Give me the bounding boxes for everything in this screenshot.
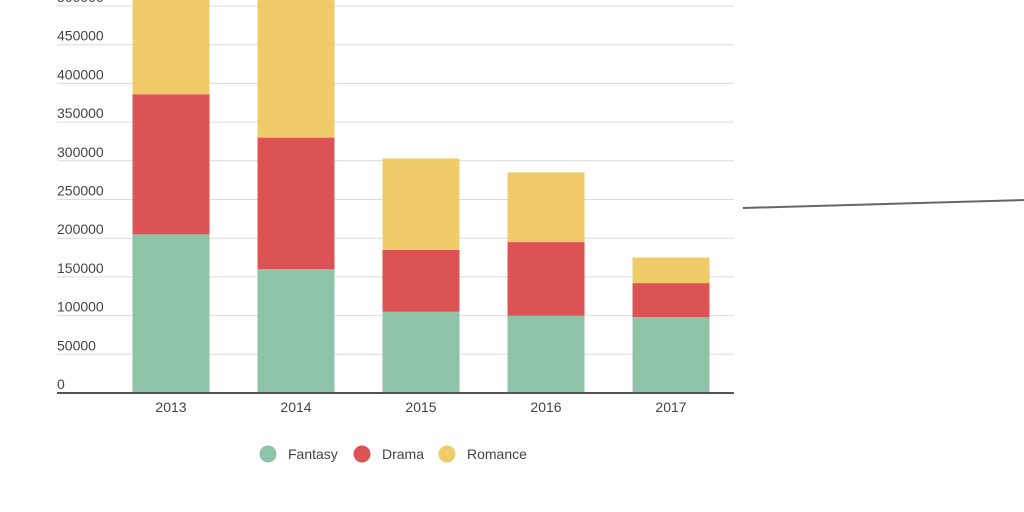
bar-fantasy-2015 xyxy=(382,311,460,393)
bar-drama-2016 xyxy=(507,242,585,316)
y-tick-label: 150000 xyxy=(57,260,104,276)
x-tick-label: 2016 xyxy=(530,399,561,415)
legend-swatch-fantasy xyxy=(259,445,277,463)
y-tick-label: 50000 xyxy=(57,337,96,353)
legend-swatch-romance xyxy=(438,445,456,463)
bars xyxy=(132,0,710,393)
y-tick-label: 100000 xyxy=(57,299,104,315)
y-tick-label: 450000 xyxy=(57,28,104,44)
x-tick-labels: 2013 2014 2015 2016 2017 xyxy=(155,399,686,415)
bar-fantasy-2016 xyxy=(507,315,585,393)
bar-romance-2017 xyxy=(632,257,710,284)
bar-drama-2013 xyxy=(132,94,210,235)
x-tick-label: 2017 xyxy=(655,399,686,415)
x-tick-label: 2014 xyxy=(280,399,311,415)
y-tick-label: 250000 xyxy=(57,183,104,199)
bar-fantasy-2014 xyxy=(257,269,335,393)
y-tick-labels: 0 50000 100000 150000 200000 250000 300000 3500… xyxy=(57,0,104,392)
bar-fantasy-2017 xyxy=(632,317,710,393)
y-tick-label: 400000 xyxy=(57,66,104,82)
legend-label: Fantasy xyxy=(288,446,338,462)
bar-drama-2017 xyxy=(632,283,710,318)
legend-label: Romance xyxy=(467,446,527,462)
y-tick-label: 500000 xyxy=(57,0,104,5)
bar-romance-2014 xyxy=(257,0,335,138)
connector-line xyxy=(742,199,1024,209)
legend-label: Drama xyxy=(382,446,424,462)
bar-drama-2014 xyxy=(257,137,335,270)
legend-swatch-drama xyxy=(353,445,371,463)
y-tick-label: 350000 xyxy=(57,105,104,121)
y-tick-label: 0 xyxy=(57,376,65,392)
bar-fantasy-2013 xyxy=(132,234,210,393)
bar-romance-2015 xyxy=(382,158,460,250)
bar-romance-2016 xyxy=(507,172,585,243)
bar-drama-2015 xyxy=(382,249,460,312)
y-tick-label: 200000 xyxy=(57,221,104,237)
y-tick-label: 300000 xyxy=(57,144,104,160)
legend: Fantasy Drama Romance xyxy=(259,445,527,463)
bar-romance-2013 xyxy=(132,0,210,95)
x-tick-label: 2015 xyxy=(405,399,436,415)
x-tick-label: 2013 xyxy=(155,399,186,415)
